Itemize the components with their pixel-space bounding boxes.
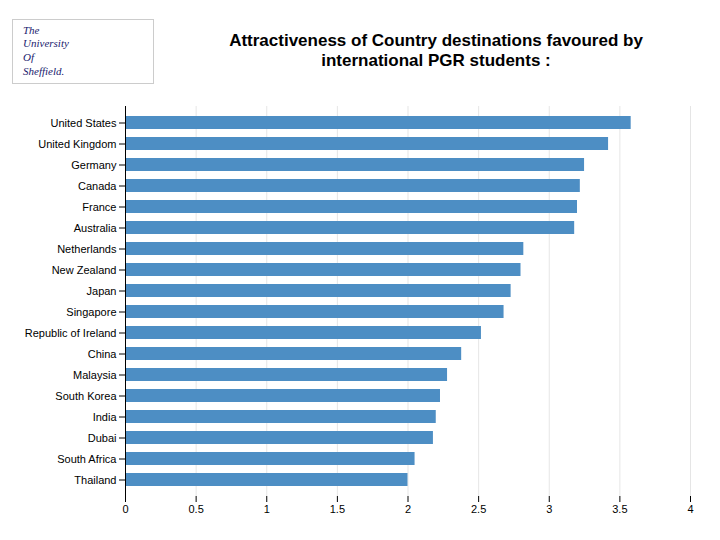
svg-text:4: 4: [687, 503, 693, 515]
svg-text:0: 0: [122, 503, 128, 515]
html-text:Sheffield.: Sheffield.: [23, 64, 65, 77]
svg-text:3: 3: [546, 503, 552, 515]
svg-text:China: China: [88, 348, 118, 360]
svg-text:Singapore: Singapore: [66, 306, 116, 318]
svg-text:0.5: 0.5: [188, 503, 203, 515]
svg-text:Germany: Germany: [71, 159, 117, 171]
html-text:Of: Of: [23, 51, 34, 63]
svg-text:1: 1: [264, 503, 270, 515]
svg-text:New Zealand: New Zealand: [52, 264, 117, 276]
html-text:The: The: [23, 23, 40, 36]
svg-text:United Kingdom: United Kingdom: [38, 138, 116, 150]
svg-text:South Africa: South Africa: [57, 453, 117, 465]
html-text:Attractiveness of Country dest: Attractiveness of Country destinations f…: [229, 31, 643, 70]
svg-text:1.5: 1.5: [330, 503, 345, 515]
svg-text:Malaysia: Malaysia: [73, 369, 117, 381]
svg-text:Japan: Japan: [87, 285, 117, 297]
svg-text:Dubai: Dubai: [88, 432, 117, 444]
svg-text:United States: United States: [50, 117, 117, 129]
svg-text:2.5: 2.5: [471, 503, 486, 515]
svg-text:Netherlands: Netherlands: [57, 243, 117, 255]
svg-text:France: France: [82, 201, 116, 213]
svg-text:3.5: 3.5: [612, 503, 627, 515]
svg-text:Thailand: Thailand: [74, 474, 116, 486]
svg-text:South Korea: South Korea: [55, 390, 117, 402]
svg-text:Australia: Australia: [74, 222, 118, 234]
html-text:University: University: [23, 37, 69, 50]
svg-text:Canada: Canada: [78, 180, 117, 192]
svg-text:Republic of Ireland: Republic of Ireland: [25, 327, 117, 339]
svg-text:India: India: [93, 411, 118, 423]
svg-text:2: 2: [405, 503, 411, 515]
